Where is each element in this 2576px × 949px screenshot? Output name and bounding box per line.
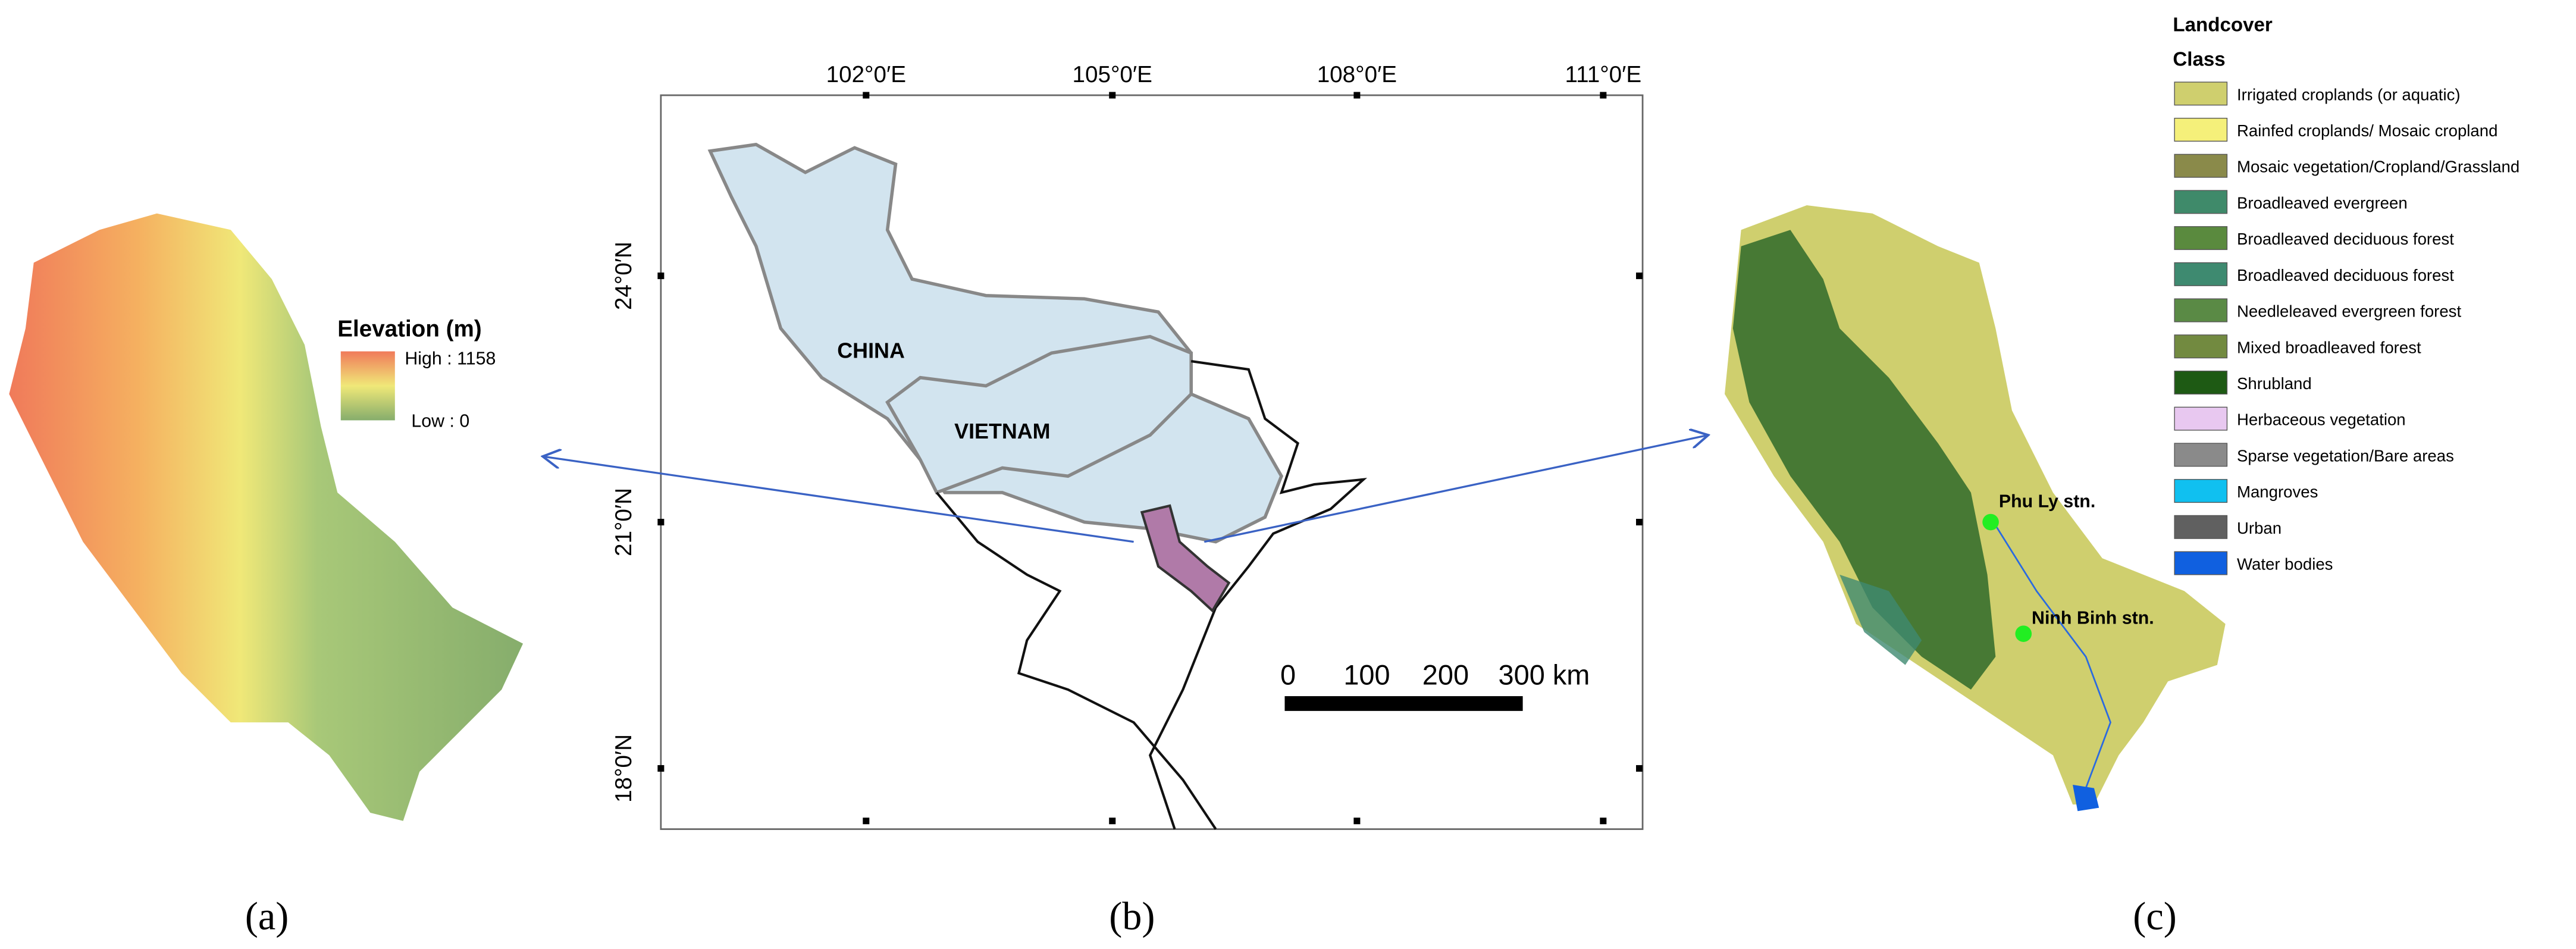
legend-label: Broadleaved evergreen bbox=[2237, 193, 2408, 212]
legend-swatch bbox=[2174, 262, 2228, 286]
tick bbox=[863, 818, 870, 825]
legend-title: Landcover bbox=[2173, 14, 2273, 36]
tick bbox=[1636, 273, 1643, 280]
lat-label: 18°0′N bbox=[611, 734, 637, 803]
scale-bar bbox=[1284, 696, 1523, 711]
legend-swatch bbox=[2174, 443, 2228, 467]
forest-zone bbox=[1732, 230, 1996, 690]
legend-swatch bbox=[2174, 298, 2228, 322]
lon-label: 105°0′E bbox=[1073, 62, 1152, 87]
legend-label: Shrubland bbox=[2237, 374, 2312, 393]
legend-label: Irrigated croplands (or aquatic) bbox=[2237, 85, 2461, 104]
panel-label: (a) bbox=[245, 895, 289, 938]
legend-swatch bbox=[2174, 190, 2228, 214]
tick bbox=[657, 519, 665, 526]
legend-label: Mosaic vegetation/Cropland/Grassland bbox=[2237, 158, 2519, 176]
legend-swatch bbox=[2174, 154, 2228, 178]
legend-swatch bbox=[2174, 370, 2228, 394]
tick bbox=[1600, 92, 1607, 99]
river bbox=[1995, 525, 2111, 789]
panel-label: (c) bbox=[2133, 895, 2177, 938]
legend-swatch bbox=[2174, 479, 2228, 503]
water-outlet bbox=[2073, 785, 2099, 812]
tick bbox=[1600, 818, 1607, 825]
legend-label: Mangroves bbox=[2237, 483, 2318, 501]
lat-label: 21°0′N bbox=[611, 488, 637, 556]
legend-label: Water bodies bbox=[2237, 555, 2333, 574]
lon-label: 108°0′E bbox=[1317, 62, 1397, 87]
lat-label: 24°0′N bbox=[611, 242, 637, 310]
arrow-right bbox=[1204, 435, 1708, 543]
tick bbox=[863, 92, 870, 99]
legend-swatch bbox=[2174, 406, 2228, 431]
panel-label: (b) bbox=[1109, 895, 1155, 938]
tick bbox=[1109, 818, 1116, 825]
legend-swatch bbox=[2174, 117, 2228, 142]
legend-label: Broadleaved deciduous forest bbox=[2237, 230, 2454, 248]
lon-label: 102°0′E bbox=[826, 62, 906, 87]
tick bbox=[1353, 92, 1361, 99]
station-label: Ninh Binh stn. bbox=[2032, 609, 2154, 628]
tick bbox=[657, 765, 665, 772]
lon-label: 111°0′E bbox=[1565, 62, 1641, 87]
legend-title: Elevation (m) bbox=[337, 317, 482, 342]
forest-zone-2 bbox=[1839, 574, 1922, 665]
scale-label: 100 bbox=[1343, 660, 1390, 691]
legend-label: Herbaceous vegetation bbox=[2237, 411, 2406, 429]
legend-label: Urban bbox=[2237, 519, 2282, 537]
study-basin bbox=[1140, 504, 1231, 613]
legend-swatch bbox=[2174, 551, 2228, 575]
country-label: CHINA bbox=[837, 339, 905, 363]
legend-low: Low : 0 bbox=[411, 411, 469, 431]
elevation-legend-ramp bbox=[340, 351, 395, 421]
scale-label: 0 bbox=[1280, 660, 1296, 691]
province-outline bbox=[935, 360, 1368, 830]
legend-label: Broadleaved deciduous forest bbox=[2237, 266, 2454, 284]
arrow-left bbox=[543, 456, 1134, 543]
tick bbox=[1353, 818, 1361, 825]
station-marker bbox=[1982, 513, 1999, 531]
elevation-map bbox=[9, 213, 524, 821]
tick bbox=[1636, 765, 1643, 772]
legend-swatch bbox=[2174, 334, 2228, 359]
legend-swatch bbox=[2174, 82, 2228, 106]
legend-high: High : 1158 bbox=[405, 349, 496, 369]
legend-label: Mixed broadleaved forest bbox=[2237, 338, 2421, 356]
tick bbox=[657, 273, 665, 280]
legend-label: Needleleaved evergreen forest bbox=[2237, 302, 2461, 321]
station-marker bbox=[2015, 625, 2032, 642]
scale-label: 200 bbox=[1422, 660, 1469, 691]
legend-subtitle: Class bbox=[2173, 48, 2225, 70]
country-label: VIETNAM bbox=[954, 419, 1050, 443]
legend-label: Rainfed croplands/ Mosaic cropland bbox=[2237, 121, 2497, 140]
tick bbox=[1636, 519, 1643, 526]
tick bbox=[1109, 92, 1116, 99]
legend-label: Sparse vegetation/Bare areas bbox=[2237, 446, 2454, 465]
station-label: Phu Ly stn. bbox=[1999, 492, 2095, 512]
scale-label: 300 km bbox=[1499, 660, 1590, 691]
legend-swatch bbox=[2174, 515, 2228, 539]
legend-swatch bbox=[2174, 226, 2228, 250]
